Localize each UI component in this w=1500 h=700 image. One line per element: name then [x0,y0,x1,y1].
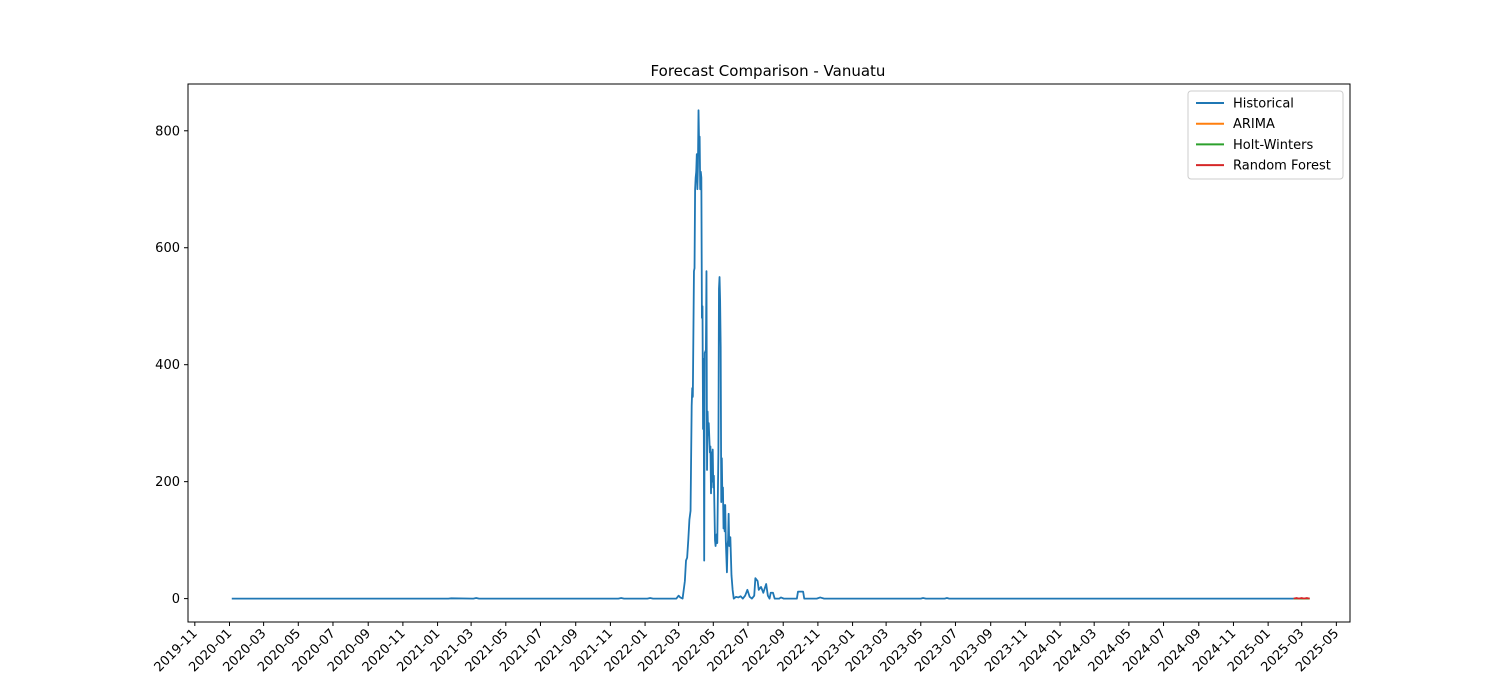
y-tick-label: 0 [172,592,180,607]
y-tick-label: 400 [155,358,180,373]
axes: 02004006008002019-112020-012020-032020-0… [152,83,1351,675]
legend-label: ARIMA [1233,117,1275,132]
legend: Historical ARIMA Holt-Winters Random Forest [1187,90,1344,180]
series-line-3 [1293,597,1310,600]
chart-title: Forecast Comparison - Vanuatu [651,62,886,80]
legend-box [1187,90,1344,180]
y-tick-label: 200 [155,475,180,490]
y-tick-label: 600 [155,241,180,256]
legend-label: Historical [1233,97,1294,112]
series-line-0 [231,109,1294,600]
y-tick-label: 800 [155,124,180,139]
legend-label: Random Forest [1233,159,1331,174]
legend-label: Holt-Winters [1233,138,1313,153]
plot-frame [187,83,1351,623]
plot-area [231,109,1310,600]
